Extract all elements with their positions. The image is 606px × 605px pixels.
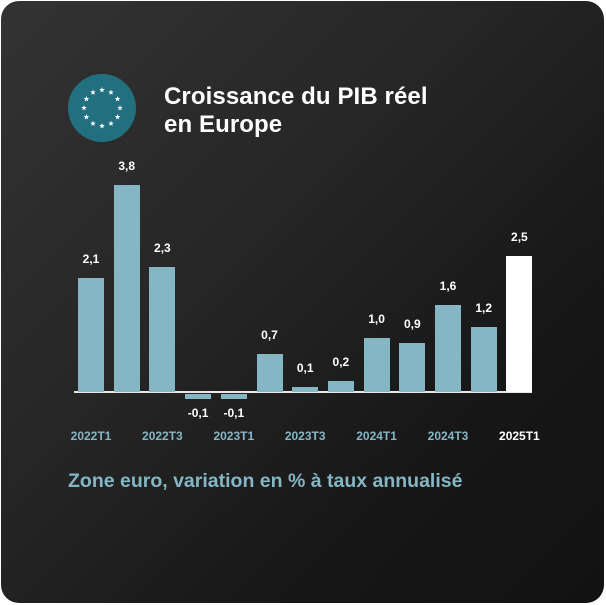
value-label: 0,1 bbox=[296, 360, 314, 375]
zero-baseline bbox=[74, 391, 532, 393]
x-tick-label: 2025T1 bbox=[499, 429, 540, 443]
x-tick-label: 2023T3 bbox=[284, 429, 326, 443]
bar-2022T1 bbox=[78, 277, 104, 392]
bar-2023T2 bbox=[256, 353, 283, 392]
value-label: -0,1 bbox=[187, 406, 209, 420]
x-tick-label: 2024T1 bbox=[356, 429, 397, 443]
x-tick-label: 2024T3 bbox=[427, 429, 469, 443]
bar-2023T1 bbox=[220, 394, 247, 400]
title-line-2: en Europe bbox=[164, 111, 283, 138]
bar-2024T3 bbox=[435, 304, 461, 392]
x-tick-label: 2023T1 bbox=[213, 429, 255, 443]
value-label: 0,2 bbox=[332, 355, 350, 370]
value-label: 2,1 bbox=[82, 251, 100, 266]
bar-2024T4 bbox=[470, 326, 497, 392]
bar-2022T2 bbox=[113, 184, 140, 392]
value-label: -0,1 bbox=[223, 406, 245, 420]
bar-2023T4 bbox=[327, 381, 354, 392]
bar-2024T2 bbox=[399, 342, 426, 392]
value-label: 0,7 bbox=[261, 327, 278, 342]
x-tick-label: 2022T3 bbox=[142, 429, 183, 443]
chart-subtitle: Zone euro, variation en % à taux annuali… bbox=[68, 470, 463, 492]
eu-flag-icon bbox=[68, 74, 136, 142]
chart-title: Croissance du PIB réel en Europe bbox=[164, 83, 428, 139]
x-tick-label: 2022T1 bbox=[70, 429, 112, 443]
value-label: 2,5 bbox=[511, 229, 528, 244]
value-label: 1,6 bbox=[439, 278, 457, 293]
bar-2024T1 bbox=[363, 337, 390, 392]
value-label: 1,0 bbox=[368, 311, 385, 326]
bar-2025T1 bbox=[506, 255, 533, 392]
bar-2022T4 bbox=[185, 394, 212, 400]
bar-2022T3 bbox=[149, 266, 176, 392]
value-label: 3,8 bbox=[118, 158, 136, 173]
title-line-1: Croissance du PIB réel bbox=[164, 83, 428, 110]
value-label: 1,2 bbox=[475, 300, 493, 315]
value-label: 2,3 bbox=[154, 240, 171, 255]
value-label: 0,9 bbox=[403, 316, 421, 331]
bar-2023T3 bbox=[292, 386, 319, 392]
